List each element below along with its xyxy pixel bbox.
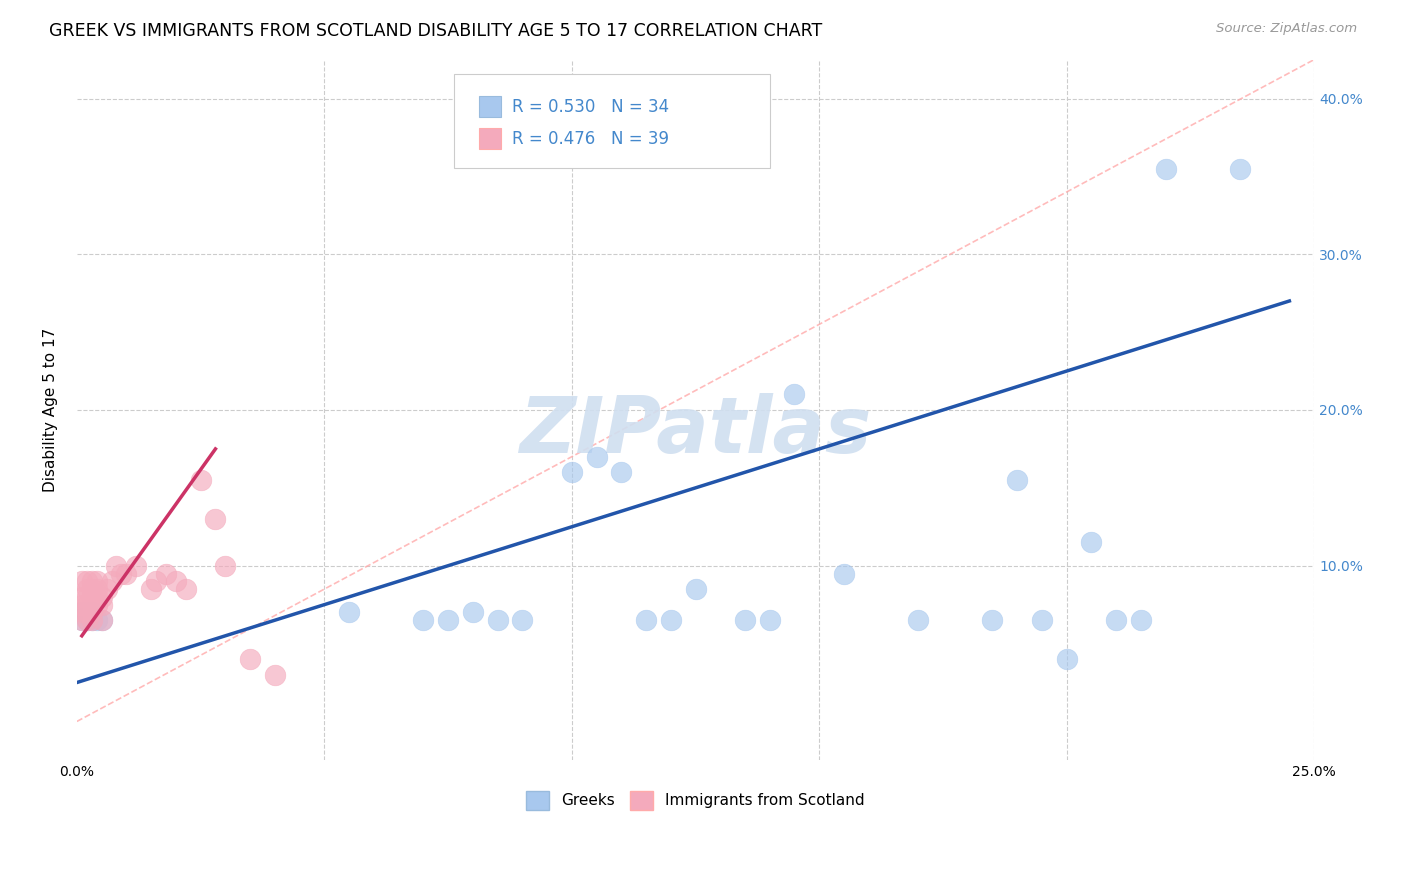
- Point: [214, 558, 236, 573]
- Point: [86, 590, 108, 604]
- Bar: [479, 128, 502, 149]
- Point: [80, 590, 103, 604]
- Point: [76, 598, 98, 612]
- Point: [70, 613, 93, 627]
- Point: [96, 582, 118, 596]
- Point: [76, 582, 98, 596]
- Point: [239, 652, 262, 666]
- Bar: [479, 96, 502, 117]
- Point: [125, 558, 148, 573]
- Point: [86, 574, 108, 589]
- Point: [100, 574, 122, 589]
- Point: [263, 667, 285, 681]
- Point: [174, 582, 197, 596]
- Point: [86, 582, 108, 596]
- Point: [659, 613, 682, 627]
- Point: [80, 613, 103, 627]
- Point: [412, 613, 434, 627]
- Point: [204, 512, 226, 526]
- Point: [76, 613, 98, 627]
- Point: [907, 613, 929, 627]
- FancyBboxPatch shape: [454, 74, 769, 169]
- Point: [80, 582, 103, 596]
- Point: [685, 582, 707, 596]
- Point: [1005, 473, 1028, 487]
- Point: [90, 613, 112, 627]
- Point: [510, 613, 533, 627]
- Point: [70, 606, 93, 620]
- Point: [80, 574, 103, 589]
- Point: [1105, 613, 1128, 627]
- Point: [90, 598, 112, 612]
- Point: [76, 613, 98, 627]
- Point: [832, 566, 855, 581]
- Point: [80, 606, 103, 620]
- Text: R = 0.530   N = 34: R = 0.530 N = 34: [512, 97, 669, 116]
- Point: [76, 606, 98, 620]
- Point: [70, 598, 93, 612]
- Point: [758, 613, 780, 627]
- Point: [90, 613, 112, 627]
- Point: [110, 566, 132, 581]
- Point: [1080, 535, 1102, 549]
- Point: [86, 598, 108, 612]
- Point: [86, 613, 108, 627]
- Text: GREEK VS IMMIGRANTS FROM SCOTLAND DISABILITY AGE 5 TO 17 CORRELATION CHART: GREEK VS IMMIGRANTS FROM SCOTLAND DISABI…: [49, 22, 823, 40]
- Point: [610, 465, 633, 479]
- Point: [1229, 161, 1251, 176]
- Point: [105, 558, 128, 573]
- Point: [585, 450, 607, 464]
- Point: [70, 590, 93, 604]
- Point: [190, 473, 212, 487]
- Point: [145, 574, 167, 589]
- Y-axis label: Disability Age 5 to 17: Disability Age 5 to 17: [44, 328, 58, 492]
- Point: [139, 582, 162, 596]
- Point: [76, 590, 98, 604]
- Point: [70, 606, 93, 620]
- Point: [561, 465, 583, 479]
- Point: [1129, 613, 1152, 627]
- Point: [165, 574, 187, 589]
- Point: [1056, 652, 1078, 666]
- Text: Source: ZipAtlas.com: Source: ZipAtlas.com: [1216, 22, 1357, 36]
- Text: R = 0.476   N = 39: R = 0.476 N = 39: [512, 130, 669, 148]
- Point: [634, 613, 657, 627]
- Point: [115, 566, 138, 581]
- Point: [486, 613, 509, 627]
- Text: ZIPatlas: ZIPatlas: [519, 393, 872, 469]
- Point: [734, 613, 756, 627]
- Point: [1031, 613, 1053, 627]
- Point: [461, 606, 484, 620]
- Point: [80, 613, 103, 627]
- Point: [76, 606, 98, 620]
- Point: [981, 613, 1004, 627]
- Point: [70, 574, 93, 589]
- Point: [155, 566, 177, 581]
- Point: [90, 590, 112, 604]
- Point: [80, 606, 103, 620]
- Point: [337, 606, 360, 620]
- Point: [76, 574, 98, 589]
- Point: [1154, 161, 1177, 176]
- Point: [783, 387, 806, 401]
- Point: [70, 613, 93, 627]
- Legend: Greeks, Immigrants from Scotland: Greeks, Immigrants from Scotland: [520, 785, 872, 816]
- Point: [437, 613, 460, 627]
